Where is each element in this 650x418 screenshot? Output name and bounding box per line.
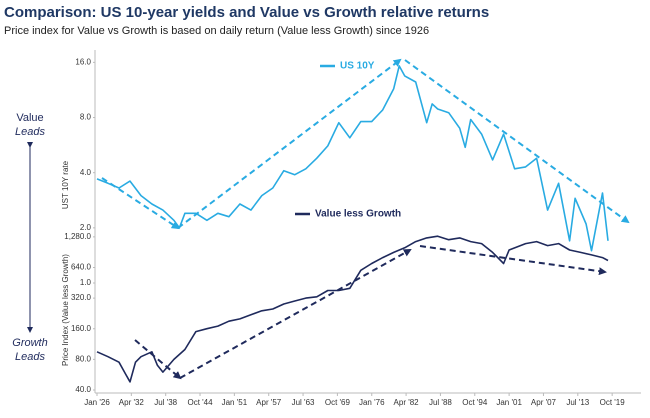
y-tick-label: 320.0 — [71, 293, 92, 302]
y-tick-label: 80.0 — [75, 354, 91, 363]
y-tick-label: 16.0 — [75, 57, 91, 66]
legend-label: US 10Y — [340, 61, 375, 72]
chart-title: Comparison: US 10-year yields and Value … — [4, 4, 489, 21]
annotation: Growth — [12, 337, 47, 349]
x-tick-label: Oct '19 — [600, 398, 626, 407]
series-line — [96, 235, 609, 383]
x-tick-label: Jul '13 — [566, 398, 589, 407]
trend-arrow — [101, 177, 180, 230]
annotation: Leads — [15, 351, 45, 363]
x-tick-label: Oct '94 — [462, 398, 488, 407]
y-tick-label: 1.0 — [80, 278, 92, 287]
y-axis-label: UST 10Y rate — [61, 160, 70, 209]
x-tick-label: Jul '88 — [429, 398, 452, 407]
x-tick-label: Jan '51 — [222, 398, 248, 407]
y-tick-label: 4.0 — [80, 168, 92, 177]
y-axis-label: Price Index (Value less Growth) — [61, 254, 70, 366]
trend-arrow — [419, 245, 607, 276]
y-tick-label: 8.0 — [80, 113, 92, 122]
series-line — [96, 65, 609, 252]
y-tick-label: 40.0 — [75, 385, 91, 394]
trend-arrow — [179, 249, 412, 379]
annotation: Value — [16, 112, 43, 124]
x-tick-label: Jul '63 — [292, 398, 315, 407]
x-tick-label: Jul '38 — [154, 398, 177, 407]
x-tick-label: Apr '32 — [119, 398, 145, 407]
y-tick-label: 640.0 — [71, 263, 92, 272]
y-tick-label: 1,280.0 — [64, 232, 91, 241]
y-tick-label: 2.0 — [80, 223, 92, 232]
x-tick-label: Apr '57 — [256, 398, 282, 407]
chart-subtitle: Price index for Value vs Growth is based… — [4, 25, 429, 37]
x-tick-label: Apr '07 — [531, 398, 557, 407]
legend-label: Value less Growth — [315, 209, 401, 220]
x-tick-label: Apr '82 — [394, 398, 420, 407]
x-tick-label: Oct '69 — [325, 398, 351, 407]
annotation: Leads — [15, 126, 45, 138]
trend-arrow — [404, 59, 630, 224]
x-tick-label: Oct '44 — [187, 398, 213, 407]
trend-arrow — [177, 58, 402, 229]
trend-arrows — [101, 58, 630, 380]
x-tick-label: Jan '76 — [359, 398, 385, 407]
y-tick-label: 160.0 — [71, 324, 92, 333]
x-tick-label: Jan '01 — [496, 398, 522, 407]
x-tick-label: Jan '26 — [84, 398, 110, 407]
